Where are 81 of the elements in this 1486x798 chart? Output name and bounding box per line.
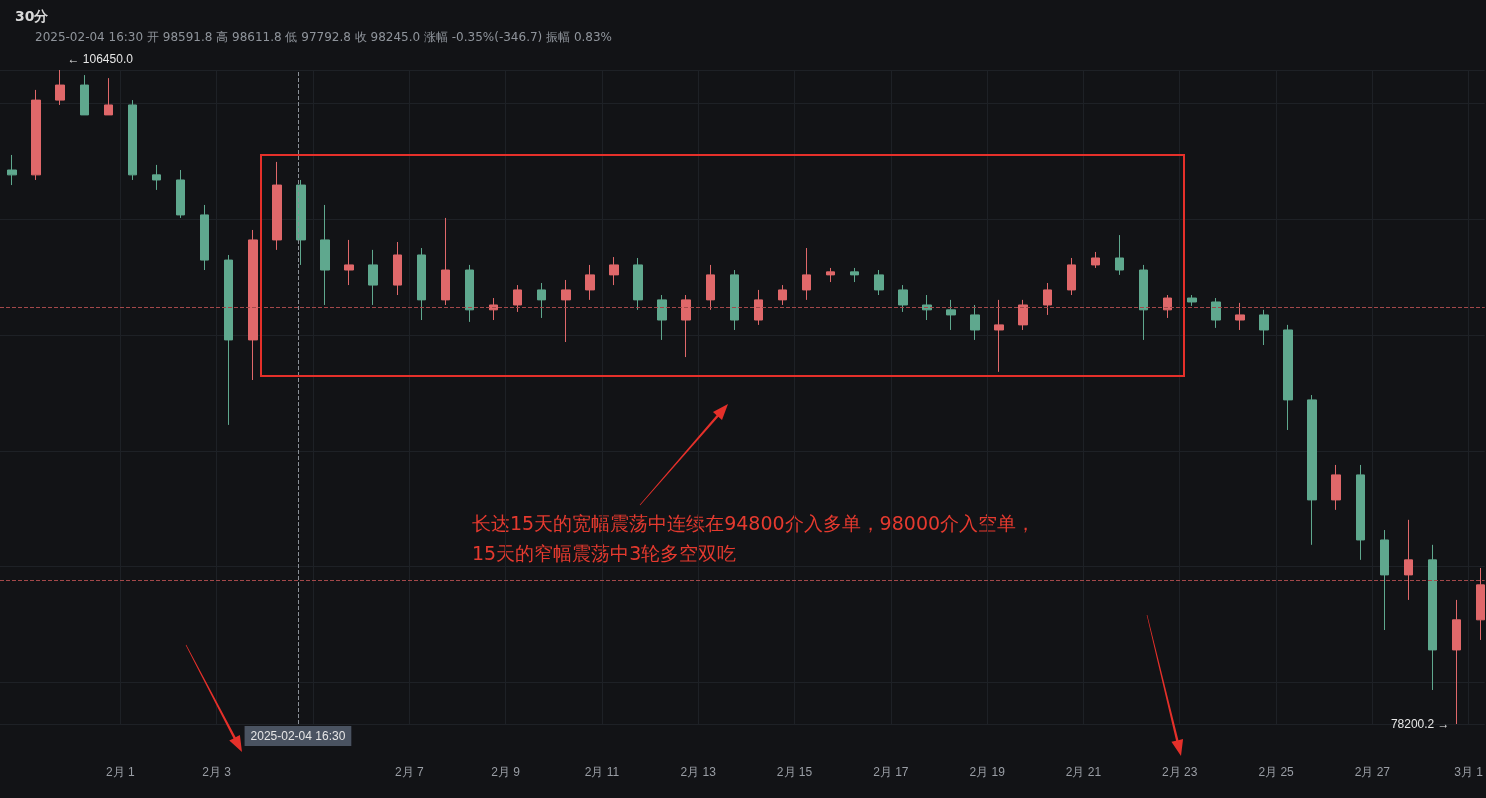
annotation: 78200.2 → — [1390, 717, 1450, 731]
x-tick-label: 2月 7 — [394, 765, 424, 779]
candlestick — [489, 297, 498, 321]
candlestick — [224, 254, 233, 426]
candlestick — [441, 217, 450, 306]
candlestick — [585, 264, 595, 301]
candlestick — [730, 269, 739, 331]
candlestick — [754, 289, 763, 326]
candlestick — [537, 282, 546, 319]
candlestick — [200, 204, 209, 271]
candlestick — [561, 279, 571, 343]
candlestick — [1235, 302, 1245, 331]
candlestick — [513, 284, 522, 313]
x-tick-label: 2月 21 — [1065, 765, 1102, 779]
x-tick-label: 2月 15 — [776, 765, 813, 779]
candlestick — [1307, 394, 1317, 546]
candlestick — [1043, 282, 1052, 316]
candlestick — [344, 239, 354, 286]
x-tick-label: 2月 1 — [106, 765, 136, 779]
candlestick — [1404, 519, 1413, 601]
x-tick-label: 2月 27 — [1354, 765, 1391, 779]
candlestick — [1283, 324, 1293, 431]
x-tick-label: 2月 11 — [584, 765, 620, 779]
candlestick — [609, 256, 619, 286]
candlestick — [248, 229, 258, 381]
x-tick-label: 2月 19 — [969, 765, 1006, 779]
candlestick — [104, 77, 113, 116]
candlestick — [296, 179, 306, 266]
candlestick — [1331, 464, 1341, 511]
candlestick — [272, 161, 282, 251]
candlestick — [465, 264, 474, 323]
candlestick — [946, 299, 956, 331]
chart-subtitle: 2025-02-04 16:30 开 98591.8 高 98611.8 低 97792.8 收 98245.0 涨幅 -0.35%(-346.7) 振幅 0.83% — [35, 30, 613, 44]
x-tick-label: 2月 25 — [1258, 765, 1295, 779]
candlestick — [320, 204, 330, 306]
candlestick — [417, 247, 426, 321]
annotation: ← 106450.0 — [67, 52, 134, 66]
candlestick — [80, 74, 89, 116]
candlestick — [368, 249, 378, 306]
candlestick — [1476, 567, 1485, 641]
candlestick — [1428, 544, 1437, 691]
candlestick — [633, 257, 643, 311]
candlestick — [7, 154, 17, 186]
candlestick — [152, 164, 161, 191]
candlestick — [1139, 264, 1148, 341]
candlestick — [1163, 294, 1172, 319]
candlestick — [850, 267, 859, 283]
candlestick — [994, 299, 1004, 373]
candlestick — [970, 304, 980, 341]
x-tick-label: 2月 13 — [680, 765, 717, 779]
x-tick-label: 2月 17 — [873, 765, 909, 779]
candlestick — [393, 241, 402, 296]
candlestick — [128, 99, 137, 181]
ref-line-label: 2025-02-04 16:30 — [250, 729, 346, 743]
candlestick — [31, 89, 41, 181]
candlestick — [1452, 599, 1461, 725]
x-tick-label: 2月 9 — [491, 765, 521, 779]
x-tick-label: 2月 23 — [1162, 765, 1198, 779]
candlestick — [1018, 299, 1028, 331]
candlestick — [1115, 234, 1124, 276]
candlestick — [922, 294, 932, 321]
candlestick — [898, 284, 908, 313]
candlestick — [1259, 309, 1269, 346]
candlestick — [826, 267, 835, 283]
candlestick — [1211, 297, 1221, 329]
candlestick — [1187, 294, 1197, 307]
candlestick — [778, 284, 787, 306]
candlestick — [1356, 464, 1365, 561]
x-tick-label: 2月 3 — [202, 765, 232, 779]
chart-title: 30分 — [15, 8, 50, 24]
candlestick — [706, 264, 715, 311]
candlestick — [1380, 529, 1389, 631]
candlestick — [55, 69, 65, 106]
candlestick — [802, 247, 811, 301]
candlestick — [874, 269, 884, 296]
candlestick — [681, 294, 691, 358]
x-tick-label: 3月 1 — [1454, 765, 1484, 779]
candlestick — [657, 294, 667, 341]
candlestick — [176, 169, 185, 219]
candlestick — [1067, 257, 1076, 296]
candlestick — [1091, 251, 1100, 269]
